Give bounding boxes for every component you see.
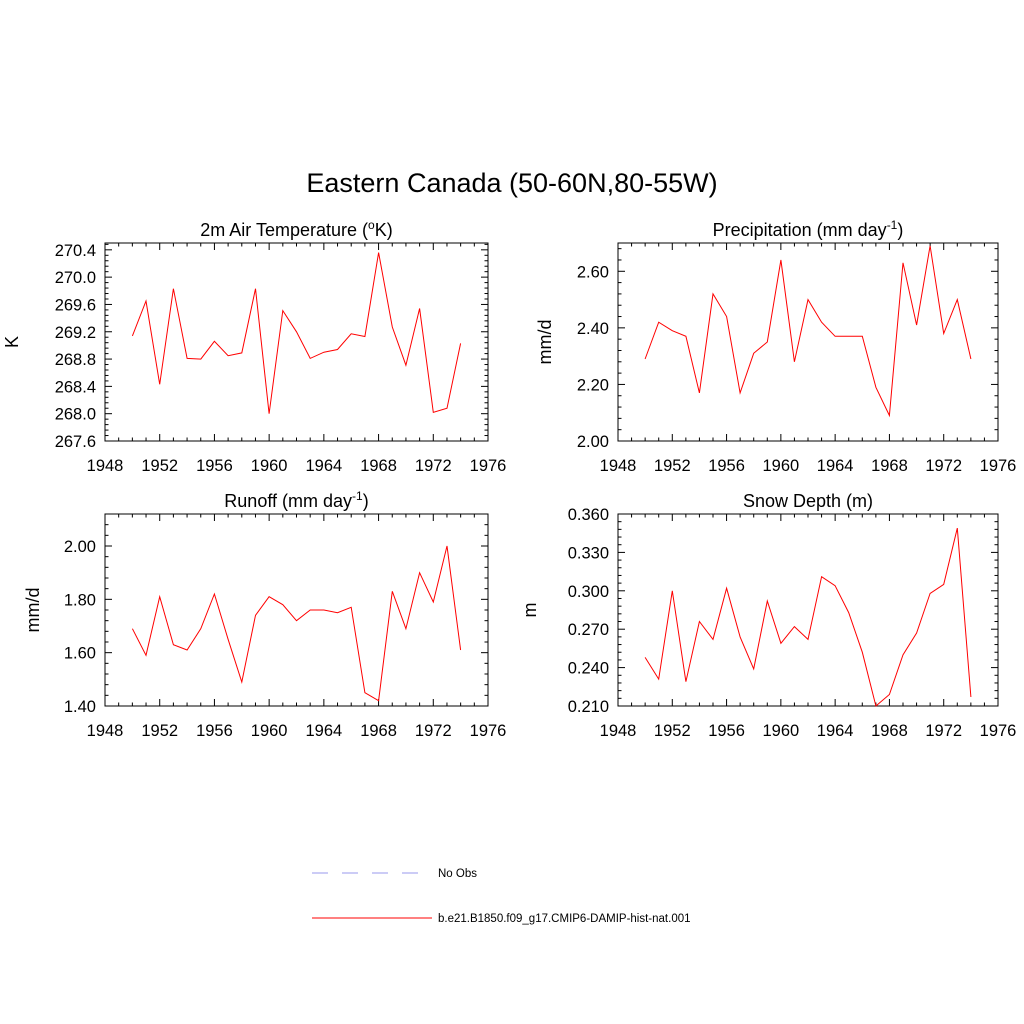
y-tick-label: 269.2 <box>55 324 96 342</box>
x-tick-label: 1948 <box>87 722 124 740</box>
x-tick-label: 1964 <box>305 457 342 475</box>
x-tick-label: 1960 <box>251 457 288 475</box>
plot-frame <box>104 242 489 442</box>
x-tick-label: 1976 <box>980 722 1017 740</box>
x-tick-label: 1972 <box>415 722 452 740</box>
x-tick-label: 1972 <box>415 457 452 475</box>
x-tick-label: 1948 <box>600 722 637 740</box>
y-tick-label: 268.8 <box>55 351 96 369</box>
panel-title-text: K) <box>375 220 393 240</box>
plot-frame <box>104 513 489 707</box>
y-tick-label: 0.300 <box>568 583 609 601</box>
y-tick-label: 0.210 <box>568 698 609 716</box>
chart-panel-4: 1948 1952 1956 1960 1964 1968 1972 1976 0.210 0.2… <box>520 491 1016 740</box>
y-tick-label: 269.6 <box>55 296 96 314</box>
x-tick-label: 1968 <box>871 457 908 475</box>
y-tick-label: 2.00 <box>577 433 609 451</box>
legend-label: b.e21.B1850.f09_g17.CMIP6-DAMIP-hist-nat… <box>438 913 691 925</box>
panel-title-text: Runoff (mm day <box>224 491 352 511</box>
x-tick-label: 1976 <box>470 457 507 475</box>
x-tick-label: 1952 <box>141 722 178 740</box>
x-tick-label: 1960 <box>762 722 799 740</box>
plot-frame <box>617 242 999 442</box>
y-tick-label: 267.6 <box>55 433 96 451</box>
chart-panel-3: 1948 1952 1956 1960 1964 1968 1972 1976 1.40 1.60… <box>23 489 506 740</box>
x-tick-label: 1948 <box>600 457 637 475</box>
panel-title: Runoff (mm day-1) <box>224 489 368 511</box>
x-tick-label: 1968 <box>360 457 397 475</box>
series-line <box>131 545 462 702</box>
x-tick-label: 1964 <box>817 457 854 475</box>
y-tick-label: 0.360 <box>568 506 609 524</box>
y-axis-label: mm/d <box>23 588 43 633</box>
panel-title-superscript: o <box>368 218 375 232</box>
panel-title-text: Precipitation (mm day <box>713 220 887 240</box>
figure-title: Eastern Canada (50-60N,80-55W) <box>306 168 718 198</box>
x-tick-label: 1960 <box>762 457 799 475</box>
panel-title-text: ) <box>363 491 369 511</box>
legend-label: No Obs <box>438 868 477 880</box>
x-tick-label: 1952 <box>141 457 178 475</box>
series-line <box>131 252 462 414</box>
x-tick-label: 1964 <box>305 722 342 740</box>
y-tick-label: 2.60 <box>577 263 609 281</box>
series-line <box>644 245 972 418</box>
y-tick-label: 2.40 <box>577 320 609 338</box>
panel-title: Precipitation (mm day-1) <box>713 218 904 240</box>
panel-title-superscript: -1 <box>887 218 898 232</box>
x-tick-label: 1956 <box>196 457 233 475</box>
chart-panel-2: 1948 1952 1956 1960 1964 1968 1972 1976 2.00 2.20… <box>535 218 1016 475</box>
y-tick-label: 1.60 <box>64 645 96 663</box>
x-tick-label: 1976 <box>980 457 1017 475</box>
x-tick-label: 1960 <box>251 722 288 740</box>
legend: No Obs b.e21.B1850.f09_g17.CMIP6-DAMIP-hi… <box>312 868 691 925</box>
y-tick-label: 0.270 <box>568 621 609 639</box>
chart-panel-1: 1948 1952 1956 1960 1964 1968 1972 1976 267.6 268… <box>2 218 506 475</box>
y-tick-label: 270.4 <box>55 242 96 260</box>
x-tick-label: 1976 <box>470 722 507 740</box>
x-tick-label: 1948 <box>87 457 124 475</box>
x-tick-label: 1968 <box>360 722 397 740</box>
x-tick-label: 1968 <box>871 722 908 740</box>
x-tick-label: 1956 <box>708 457 745 475</box>
panel-title-text: Snow Depth (m) <box>743 491 873 511</box>
y-tick-label: 0.330 <box>568 544 609 562</box>
series-line <box>644 527 972 707</box>
y-tick-label: 0.240 <box>568 660 609 678</box>
y-axis-label: mm/d <box>535 320 555 365</box>
x-tick-label: 1964 <box>817 722 854 740</box>
x-tick-label: 1952 <box>654 457 691 475</box>
y-tick-label: 270.0 <box>55 269 96 287</box>
x-tick-label: 1972 <box>925 722 962 740</box>
y-tick-label: 268.0 <box>55 406 96 424</box>
panel-title-superscript: -1 <box>352 489 363 503</box>
x-tick-label: 1956 <box>708 722 745 740</box>
y-tick-label: 268.4 <box>55 378 96 396</box>
x-tick-label: 1956 <box>196 722 233 740</box>
panel-title: Snow Depth (m) <box>743 491 873 511</box>
panel-title-text: ) <box>897 220 903 240</box>
y-tick-label: 1.80 <box>64 591 96 609</box>
panel-title-text: 2m Air Temperature ( <box>200 220 368 240</box>
y-axis-label: m <box>520 603 540 618</box>
y-tick-label: 2.00 <box>64 538 96 556</box>
x-tick-label: 1972 <box>925 457 962 475</box>
panel-title: 2m Air Temperature (oK) <box>200 218 392 240</box>
x-tick-label: 1952 <box>654 722 691 740</box>
y-tick-label: 2.20 <box>577 376 609 394</box>
y-axis-label: K <box>2 336 22 348</box>
y-tick-label: 1.40 <box>64 698 96 716</box>
